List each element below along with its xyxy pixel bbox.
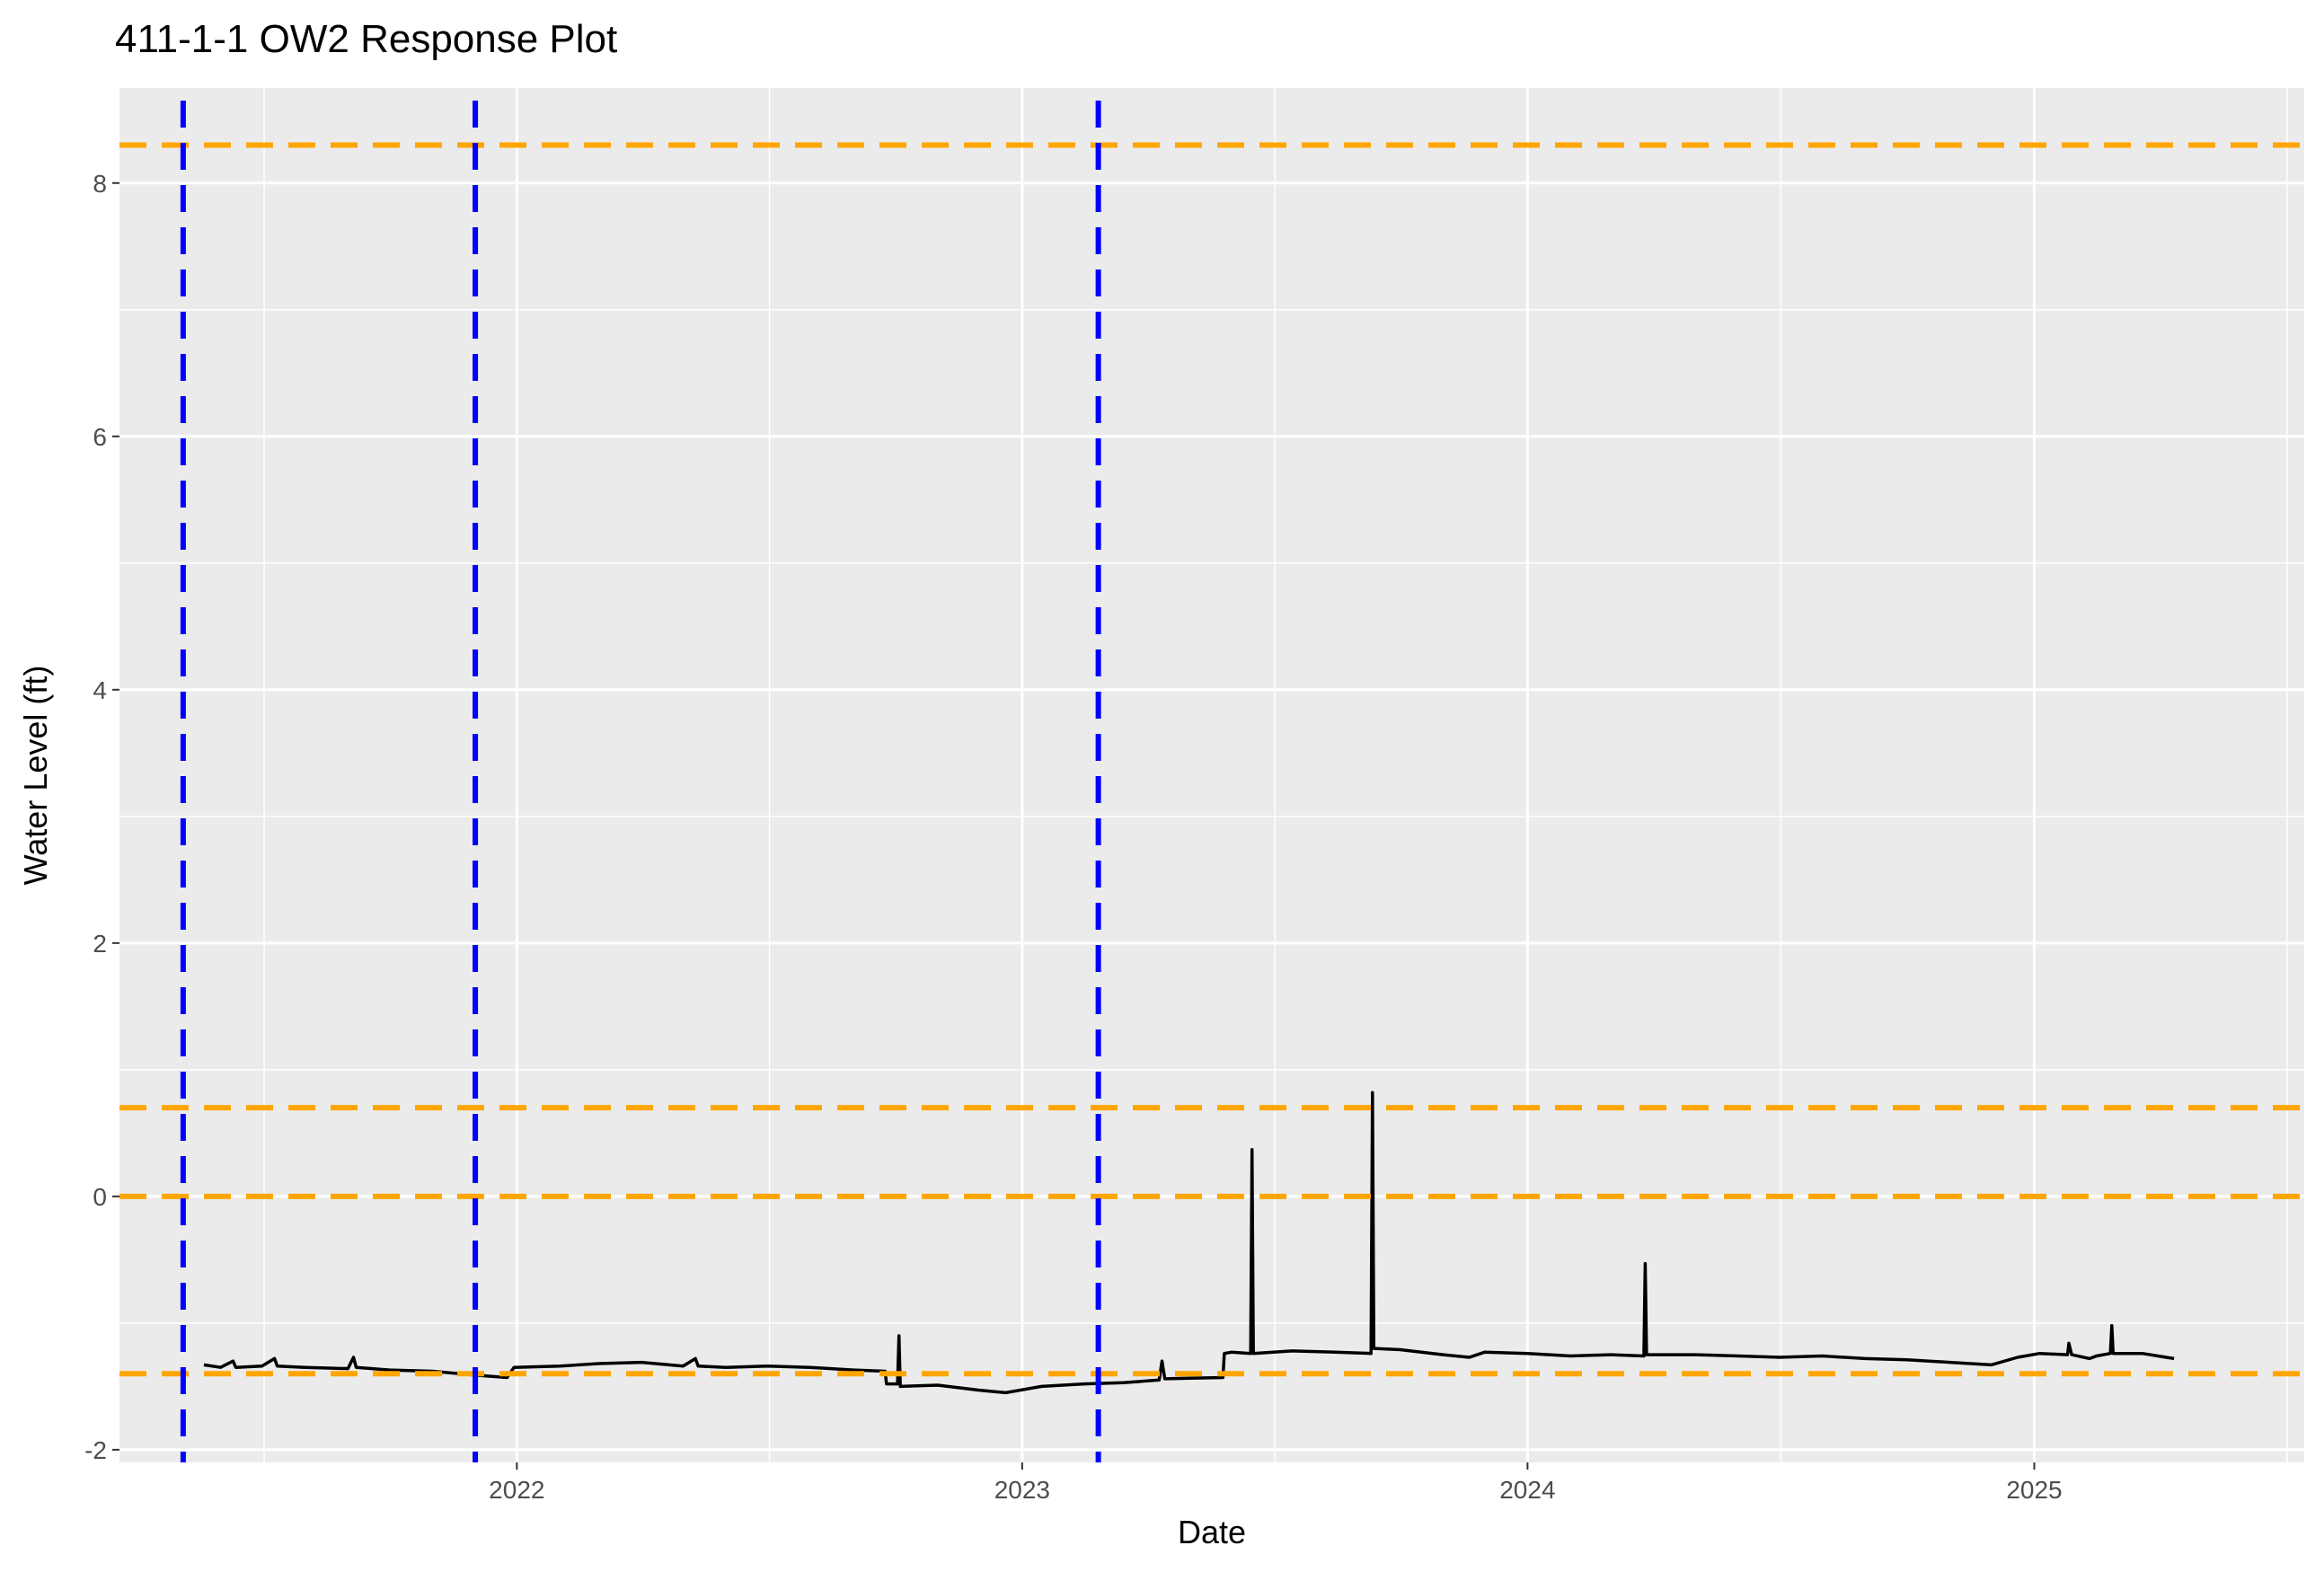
x-tick-label: 2024 xyxy=(1499,1476,1555,1504)
x-axis-title: Date xyxy=(1178,1514,1246,1550)
vertical-reference-lines xyxy=(180,101,1101,1462)
grid-minor xyxy=(119,88,2304,1462)
series-layer xyxy=(203,1091,2175,1395)
y-tick-label: 0 xyxy=(93,1183,107,1211)
y-tick-label: 4 xyxy=(93,676,107,704)
chart-title: 411-1-1 OW2 Response Plot xyxy=(115,17,617,61)
x-tick-label: 2025 xyxy=(2006,1476,2062,1504)
horizontal-reference-lines xyxy=(119,142,2304,1377)
y-axis-title: Water Level (ft) xyxy=(17,666,54,886)
x-tick-label: 2023 xyxy=(994,1476,1050,1504)
y-tick-label: -2 xyxy=(84,1436,107,1464)
y-axis: -2 0 2 4 6 8 xyxy=(84,170,119,1464)
x-tick-label: 2022 xyxy=(489,1476,544,1504)
y-tick-label: 8 xyxy=(93,170,107,198)
y-tick-label: 2 xyxy=(93,930,107,958)
plot-panel xyxy=(119,88,2304,1462)
y-tick-label: 6 xyxy=(93,423,107,451)
water-level-series-line xyxy=(203,1091,2175,1395)
x-axis: 2022 2023 2024 2025 xyxy=(489,1462,2063,1504)
